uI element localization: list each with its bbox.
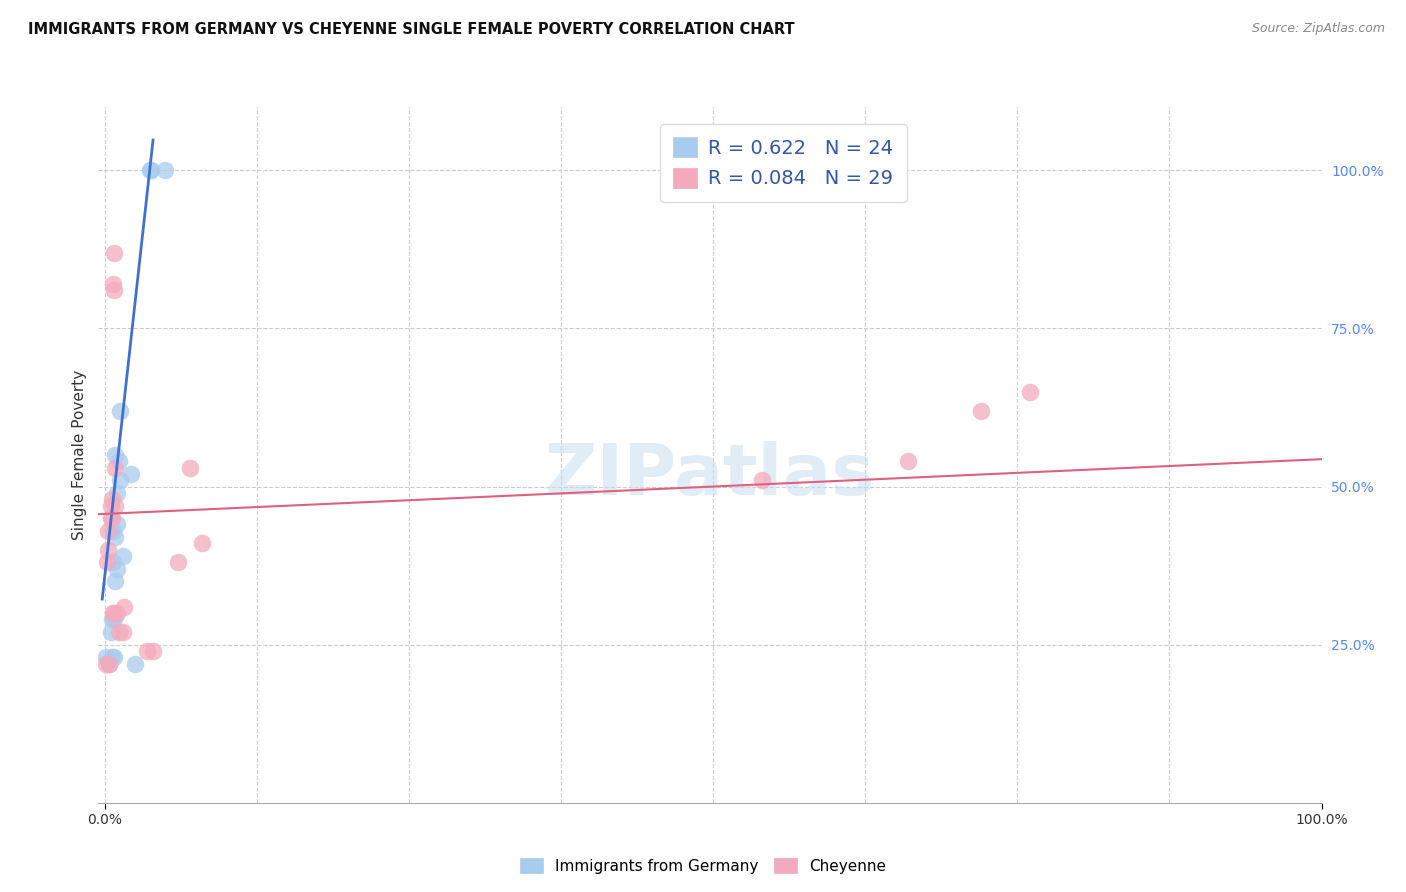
Point (110, 403, 132, 417)
Point (104, 460, 127, 475)
Point (100, 511, 122, 525)
Point (103, 650, 125, 665)
Point (166, 556, 188, 570)
Point (98, 657, 121, 671)
Point (138, 163, 160, 178)
Point (105, 486, 128, 500)
Point (111, 625, 134, 640)
Point (104, 574, 127, 589)
Point (104, 530, 127, 544)
Point (179, 460, 201, 475)
Point (98, 657, 121, 671)
Point (96, 556, 118, 570)
Text: IMMIGRANTS FROM GERMANY VS CHEYENNE SINGLE FEMALE POVERTY CORRELATION CHART: IMMIGRANTS FROM GERMANY VS CHEYENNE SING… (28, 22, 794, 37)
Point (1018, 384, 1040, 399)
Y-axis label: Single Female Poverty: Single Female Poverty (72, 370, 87, 540)
Point (139, 163, 162, 178)
Text: Source: ZipAtlas.com: Source: ZipAtlas.com (1251, 22, 1385, 36)
Point (101, 556, 124, 570)
Point (100, 499, 122, 513)
Point (97, 524, 120, 538)
Legend: R = 0.622   N = 24, R = 0.084   N = 29: R = 0.622 N = 24, R = 0.084 N = 29 (659, 124, 907, 202)
Point (103, 245, 125, 260)
Point (103, 612, 125, 626)
Point (105, 517, 128, 532)
Point (970, 403, 993, 417)
Point (94, 650, 117, 665)
Point (104, 499, 127, 513)
Point (751, 473, 773, 487)
Point (94, 657, 117, 671)
Point (101, 524, 124, 538)
Point (155, 163, 177, 178)
Point (112, 599, 135, 614)
Point (101, 606, 124, 620)
Point (120, 467, 142, 481)
Point (191, 536, 214, 550)
Point (100, 625, 122, 640)
Point (111, 549, 134, 563)
Point (110, 473, 132, 487)
Point (897, 454, 920, 468)
Point (101, 277, 124, 292)
Point (108, 454, 131, 468)
Point (142, 644, 165, 658)
Point (105, 606, 128, 620)
Point (108, 625, 131, 640)
Text: ZIPatlas: ZIPatlas (546, 442, 875, 510)
Point (124, 657, 146, 671)
Point (101, 612, 124, 626)
Point (101, 650, 124, 665)
Legend: Immigrants from Germany, Cheyenne: Immigrants from Germany, Cheyenne (515, 852, 891, 880)
Point (105, 562, 128, 576)
Point (104, 448, 127, 462)
Point (101, 492, 124, 507)
Point (101, 511, 124, 525)
Point (136, 644, 159, 658)
Point (97, 542, 120, 557)
Point (103, 284, 125, 298)
Point (101, 606, 124, 620)
